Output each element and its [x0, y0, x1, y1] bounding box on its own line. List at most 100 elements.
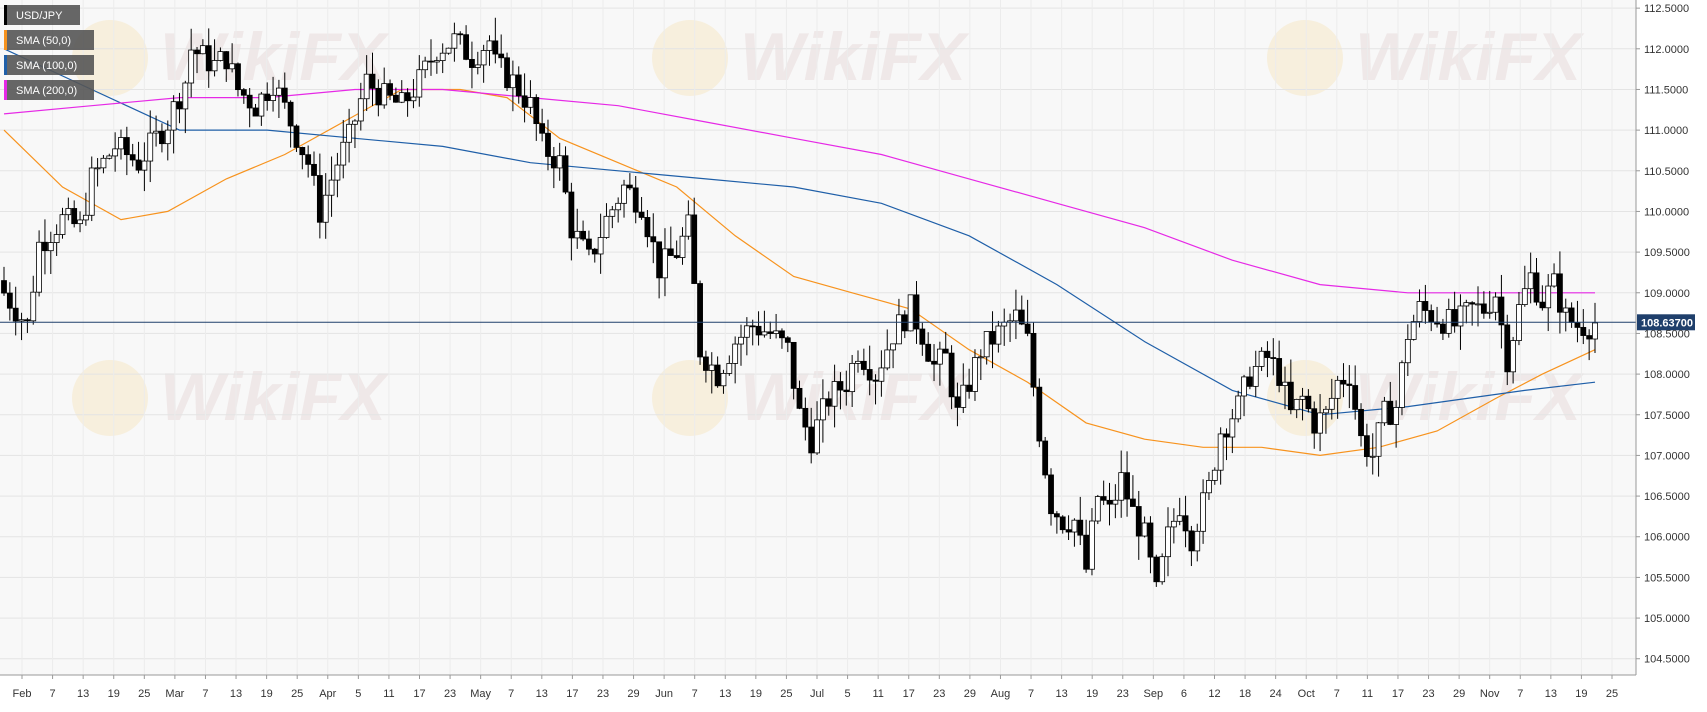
candle-body — [802, 407, 809, 428]
plot-background — [0, 0, 1636, 675]
candle — [527, 80, 534, 115]
candle — [621, 179, 627, 218]
candle — [714, 356, 721, 388]
candle-body — [82, 214, 89, 221]
candle-body — [1299, 395, 1306, 400]
candle-body — [931, 360, 937, 365]
candle — [1059, 515, 1066, 534]
candle-body — [1188, 530, 1195, 552]
candle — [1135, 490, 1142, 560]
candle-body — [205, 45, 212, 72]
candle-body — [375, 87, 382, 106]
candle-body — [1492, 296, 1499, 313]
candle-body — [1135, 506, 1142, 537]
candle-body — [650, 236, 657, 243]
candle-body — [1165, 526, 1171, 558]
y-tick-label: 106.5000 — [1644, 491, 1690, 503]
watermark-logo — [652, 360, 728, 436]
candle-body — [545, 132, 551, 157]
candle — [872, 374, 879, 405]
candle — [896, 298, 902, 345]
candle — [1018, 295, 1025, 326]
candle — [1118, 450, 1125, 518]
candle — [1323, 406, 1329, 434]
candle-body — [504, 57, 510, 89]
candle-body — [1, 280, 7, 294]
legend-item[interactable]: SMA (100,0) — [4, 55, 94, 75]
candle-body — [1264, 350, 1271, 358]
legend-item-label: USD/JPY — [16, 10, 63, 22]
candle-body — [755, 325, 762, 336]
candle-body — [1018, 309, 1025, 325]
candle-body — [767, 331, 774, 334]
candle — [1252, 350, 1259, 397]
candle — [691, 197, 698, 284]
candle — [1551, 263, 1557, 288]
candle-body — [515, 74, 522, 97]
candle-body — [1393, 407, 1400, 425]
candle-body — [667, 248, 674, 256]
candle — [1539, 285, 1546, 311]
x-tick-label: 25 — [780, 688, 792, 700]
candle-body — [1293, 398, 1300, 411]
candle — [65, 197, 72, 221]
legend-item-bg — [4, 5, 80, 25]
candle — [6, 282, 13, 321]
candle-body — [720, 372, 727, 387]
candle-body — [597, 237, 604, 255]
candle — [761, 310, 768, 338]
candle — [1557, 251, 1563, 334]
candle — [609, 205, 616, 229]
candle — [673, 240, 680, 260]
candle-body — [381, 83, 388, 106]
candle-body — [556, 155, 563, 169]
candle — [779, 328, 785, 349]
candle-body — [6, 292, 13, 309]
candle-body — [1352, 385, 1359, 410]
candle-body — [936, 348, 943, 365]
candle-body — [1176, 515, 1183, 522]
legend-item[interactable]: SMA (200,0) — [4, 80, 94, 100]
candle — [1393, 400, 1400, 448]
candle — [1, 266, 7, 296]
candle — [1334, 375, 1341, 419]
candle-body — [972, 357, 978, 392]
candle-body — [12, 307, 19, 322]
legend-item[interactable]: USD/JPY — [4, 5, 80, 25]
candle — [1305, 389, 1312, 413]
candle — [1100, 480, 1107, 506]
candle-body — [1387, 400, 1394, 425]
candle — [685, 200, 692, 240]
candle — [205, 28, 212, 88]
candle — [931, 344, 937, 382]
candle — [100, 154, 107, 174]
candle — [1170, 508, 1177, 544]
candle-body — [334, 164, 341, 181]
candle — [387, 79, 393, 101]
candle-body — [662, 248, 668, 279]
candle-body — [726, 363, 733, 374]
candle-body — [1428, 310, 1435, 323]
candle — [492, 17, 499, 64]
candle-body — [603, 215, 610, 238]
legend-item-label: SMA (50,0) — [16, 35, 71, 47]
candle — [1498, 274, 1505, 349]
y-tick-label: 109.5000 — [1644, 247, 1690, 259]
candle-body — [1363, 435, 1370, 458]
candle-body — [299, 147, 306, 156]
candle-body — [118, 137, 124, 150]
legend-color-swatch — [4, 5, 7, 25]
candle — [1299, 387, 1306, 421]
candle-body — [1440, 323, 1446, 334]
candle-body — [527, 97, 534, 108]
candle-body — [252, 107, 259, 117]
candle-body — [697, 283, 703, 358]
candle-body — [521, 95, 528, 108]
legend-item[interactable]: SMA (50,0) — [4, 30, 94, 50]
candle — [1188, 525, 1195, 567]
current-price-label: 108.63700 — [1641, 317, 1693, 329]
candle — [738, 324, 744, 366]
legend[interactable]: USD/JPY SMA (50,0) SMA (100,0) SMA (200,0) — [4, 5, 94, 100]
candle — [1036, 378, 1043, 448]
